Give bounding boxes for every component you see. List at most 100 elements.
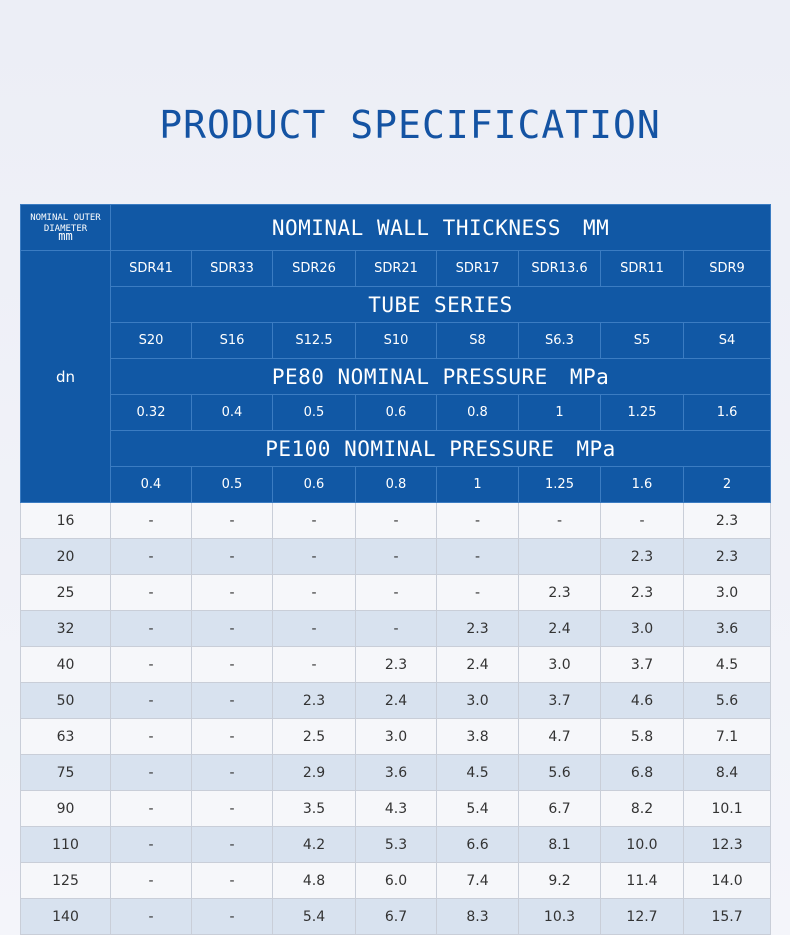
wall-thickness-cell: - bbox=[272, 610, 356, 647]
sdr-cell: SDR9 bbox=[682, 250, 772, 287]
wall-thickness-cell: 6.6 bbox=[436, 826, 519, 863]
tube-series-cell: S5 bbox=[600, 322, 684, 359]
wall-thickness-cell: - bbox=[110, 610, 192, 647]
wall-thickness-cell: 6.0 bbox=[355, 862, 437, 899]
pe80-pressure-cell: 1 bbox=[518, 394, 601, 431]
tube-series-header: TUBE SERIES bbox=[109, 286, 772, 323]
pe80-pressure-header: PE80 NOMINAL PRESSURE MPa bbox=[109, 358, 772, 395]
pe80-label: PE80 NOMINAL PRESSURE bbox=[271, 364, 548, 389]
wall-thickness-cell: 5.3 bbox=[355, 826, 437, 863]
header-row-tube-series: TUBE SERIES bbox=[21, 286, 772, 323]
pe100-pressure-cell: 1.6 bbox=[600, 466, 684, 503]
table-row: 32- - - -2.3 2.4 3.0 3.6 bbox=[20, 610, 772, 647]
header-row-sdr: dn SDR41 SDR33 SDR26 SDR21 SDR17 SDR13.6 SDR11… bbox=[20, 250, 772, 503]
wall-thickness-cell: - bbox=[110, 682, 192, 719]
wall-thickness-cell: 7.1 bbox=[682, 718, 772, 755]
wall-thickness-cell: - bbox=[191, 610, 273, 647]
corner-unit: mm bbox=[58, 228, 73, 243]
dn-value-cell: 40 bbox=[20, 646, 111, 683]
wall-thickness-cell: - bbox=[191, 898, 273, 935]
wall-thickness-cell: - bbox=[272, 574, 356, 611]
wall-thickness-cell: 5.4 bbox=[436, 790, 519, 827]
pe80-pressure-cell: 0.5 bbox=[272, 394, 356, 431]
wall-thickness-cell: - bbox=[110, 718, 192, 755]
wall-thickness-cell: 3.0 bbox=[355, 718, 437, 755]
wall-thickness-cell: 8.1 bbox=[518, 826, 601, 863]
pe100-pressure-cell: 0.8 bbox=[355, 466, 437, 503]
wall-thickness-cell: 3.6 bbox=[355, 754, 437, 791]
wall-thickness-cell: - bbox=[110, 502, 192, 539]
pe80-pressure-cell: 0.32 bbox=[110, 394, 192, 431]
tube-series-cell: S4 bbox=[682, 322, 772, 359]
wall-thickness-cell: 5.4 bbox=[272, 898, 356, 935]
wall-thickness-cell: 6.7 bbox=[518, 790, 601, 827]
wall-thickness-cell: 6.7 bbox=[355, 898, 437, 935]
wall-thickness-cell: 10.1 bbox=[682, 790, 772, 827]
wall-thickness-cell: - bbox=[272, 646, 356, 683]
wall-thickness-cell: 7.4 bbox=[436, 862, 519, 899]
pe100-pressure-cell: 0.6 bbox=[272, 466, 356, 503]
pe100-unit: MPa bbox=[576, 436, 616, 461]
header-row-pe100: PE100 NOMINAL PRESSURE MPa bbox=[21, 430, 772, 467]
wall-thickness-cell: - bbox=[110, 646, 192, 683]
wall-thickness-cell: - bbox=[600, 502, 684, 539]
header-row-series: S20 S16 S12.5 S10 S8 S6.3 S5 S4 bbox=[21, 322, 772, 359]
wall-thickness-cell: - bbox=[191, 538, 273, 575]
table-row: 75- -2.9 3.6 4.5 5.6 6.8 8.4 bbox=[20, 754, 772, 791]
wall-thickness-cell: 2.3 bbox=[682, 502, 772, 539]
wall-thickness-cell: 2.4 bbox=[518, 610, 601, 647]
wall-thickness-cell: - bbox=[272, 502, 356, 539]
dn-value-cell: 32 bbox=[20, 610, 111, 647]
wall-thickness-cell: 8.2 bbox=[600, 790, 684, 827]
wall-thickness-cell: 2.3 bbox=[272, 682, 356, 719]
wall-thickness-cell: 3.7 bbox=[600, 646, 684, 683]
wall-thickness-cell: 3.6 bbox=[682, 610, 772, 647]
dn-value-cell: 140 bbox=[20, 898, 111, 935]
pe100-label: PE100 NOMINAL PRESSURE bbox=[265, 436, 555, 461]
dn-header-cell: dn bbox=[20, 250, 111, 503]
wall-thickness-cell: 2.5 bbox=[272, 718, 356, 755]
wall-thickness-cell: 4.5 bbox=[682, 646, 772, 683]
sdr-cell: SDR21 bbox=[355, 250, 437, 287]
wall-thickness-label: NOMINAL WALL THICKNESS bbox=[271, 215, 561, 240]
wall-thickness-cell: 2.3 bbox=[355, 646, 437, 683]
wall-thickness-cell: 3.0 bbox=[682, 574, 772, 611]
dn-value-cell: 75 bbox=[20, 754, 111, 791]
table-row: 16- - - - - - -2.3 bbox=[20, 502, 772, 539]
wall-thickness-cell: - bbox=[191, 682, 273, 719]
wall-thickness-header: NOMINAL WALL THICKNESS MM bbox=[109, 204, 772, 251]
wall-thickness-cell: 2.4 bbox=[355, 682, 437, 719]
pe100-pressure-cell: 0.5 bbox=[191, 466, 273, 503]
pe80-unit: MPa bbox=[569, 364, 610, 389]
wall-thickness-cell: 12.3 bbox=[682, 826, 772, 863]
wall-thickness-cell: 10.0 bbox=[600, 826, 684, 863]
header-row-wall-thickness: NOMINAL OUTER DIAMETER mm NOMINAL WALL T… bbox=[20, 204, 772, 251]
wall-thickness-cell: - bbox=[436, 574, 519, 611]
wall-thickness-cell: 5.8 bbox=[600, 718, 684, 755]
wall-thickness-cell: - bbox=[191, 826, 273, 863]
wall-thickness-cell: 2.3 bbox=[600, 574, 684, 611]
wall-thickness-cell: 2.9 bbox=[272, 754, 356, 791]
wall-thickness-cell: 2.3 bbox=[682, 538, 772, 575]
wall-thickness-cell: 4.6 bbox=[600, 682, 684, 719]
table-row: 63- -2.5 3.0 3.8 4.7 5.8 7.1 bbox=[20, 718, 772, 755]
dn-value-cell: 20 bbox=[20, 538, 111, 575]
header-row-pe100-values: 0.4 0.5 0.6 0.8 1 1.25 1.6 2 bbox=[21, 466, 772, 503]
table-row: 50- -2.3 2.4 3.0 3.7 4.6 5.6 bbox=[20, 682, 772, 719]
tube-series-cell: S20 bbox=[110, 322, 192, 359]
sdr-cell: SDR41 bbox=[110, 250, 192, 287]
pe80-pressure-cell: 1.6 bbox=[682, 394, 772, 431]
sdr-cell: SDR33 bbox=[191, 250, 273, 287]
wall-thickness-cell: - bbox=[355, 538, 437, 575]
header-row-pe80: PE80 NOMINAL PRESSURE MPa bbox=[21, 358, 772, 395]
dn-value-cell: 50 bbox=[20, 682, 111, 719]
wall-thickness-cell: - bbox=[518, 502, 601, 539]
specification-table: NOMINAL OUTER DIAMETER mm NOMINAL WALL T… bbox=[20, 204, 772, 935]
wall-thickness-cell: - bbox=[191, 754, 273, 791]
corner-label-line2: DIAMETER bbox=[43, 223, 88, 234]
wall-thickness-cell: - bbox=[110, 538, 192, 575]
wall-thickness-cell: - bbox=[355, 502, 437, 539]
dn-value-cell: 90 bbox=[20, 790, 111, 827]
wall-thickness-cell: - bbox=[110, 790, 192, 827]
table-row: 125- -4.8 6.0 7.4 9.2 11.4 14.0 bbox=[20, 862, 772, 899]
